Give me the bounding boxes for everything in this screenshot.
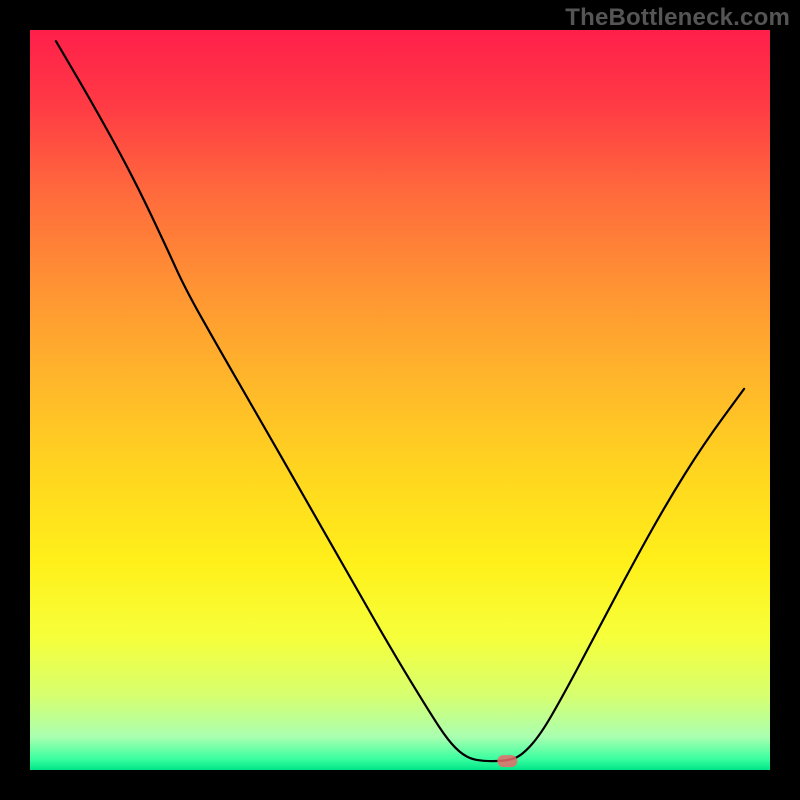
plot-area: [30, 30, 770, 770]
bottleneck-chart: [0, 0, 800, 800]
gradient-background: [30, 30, 770, 770]
optimal-marker: [497, 755, 517, 767]
watermark-text: TheBottleneck.com: [565, 4, 790, 32]
